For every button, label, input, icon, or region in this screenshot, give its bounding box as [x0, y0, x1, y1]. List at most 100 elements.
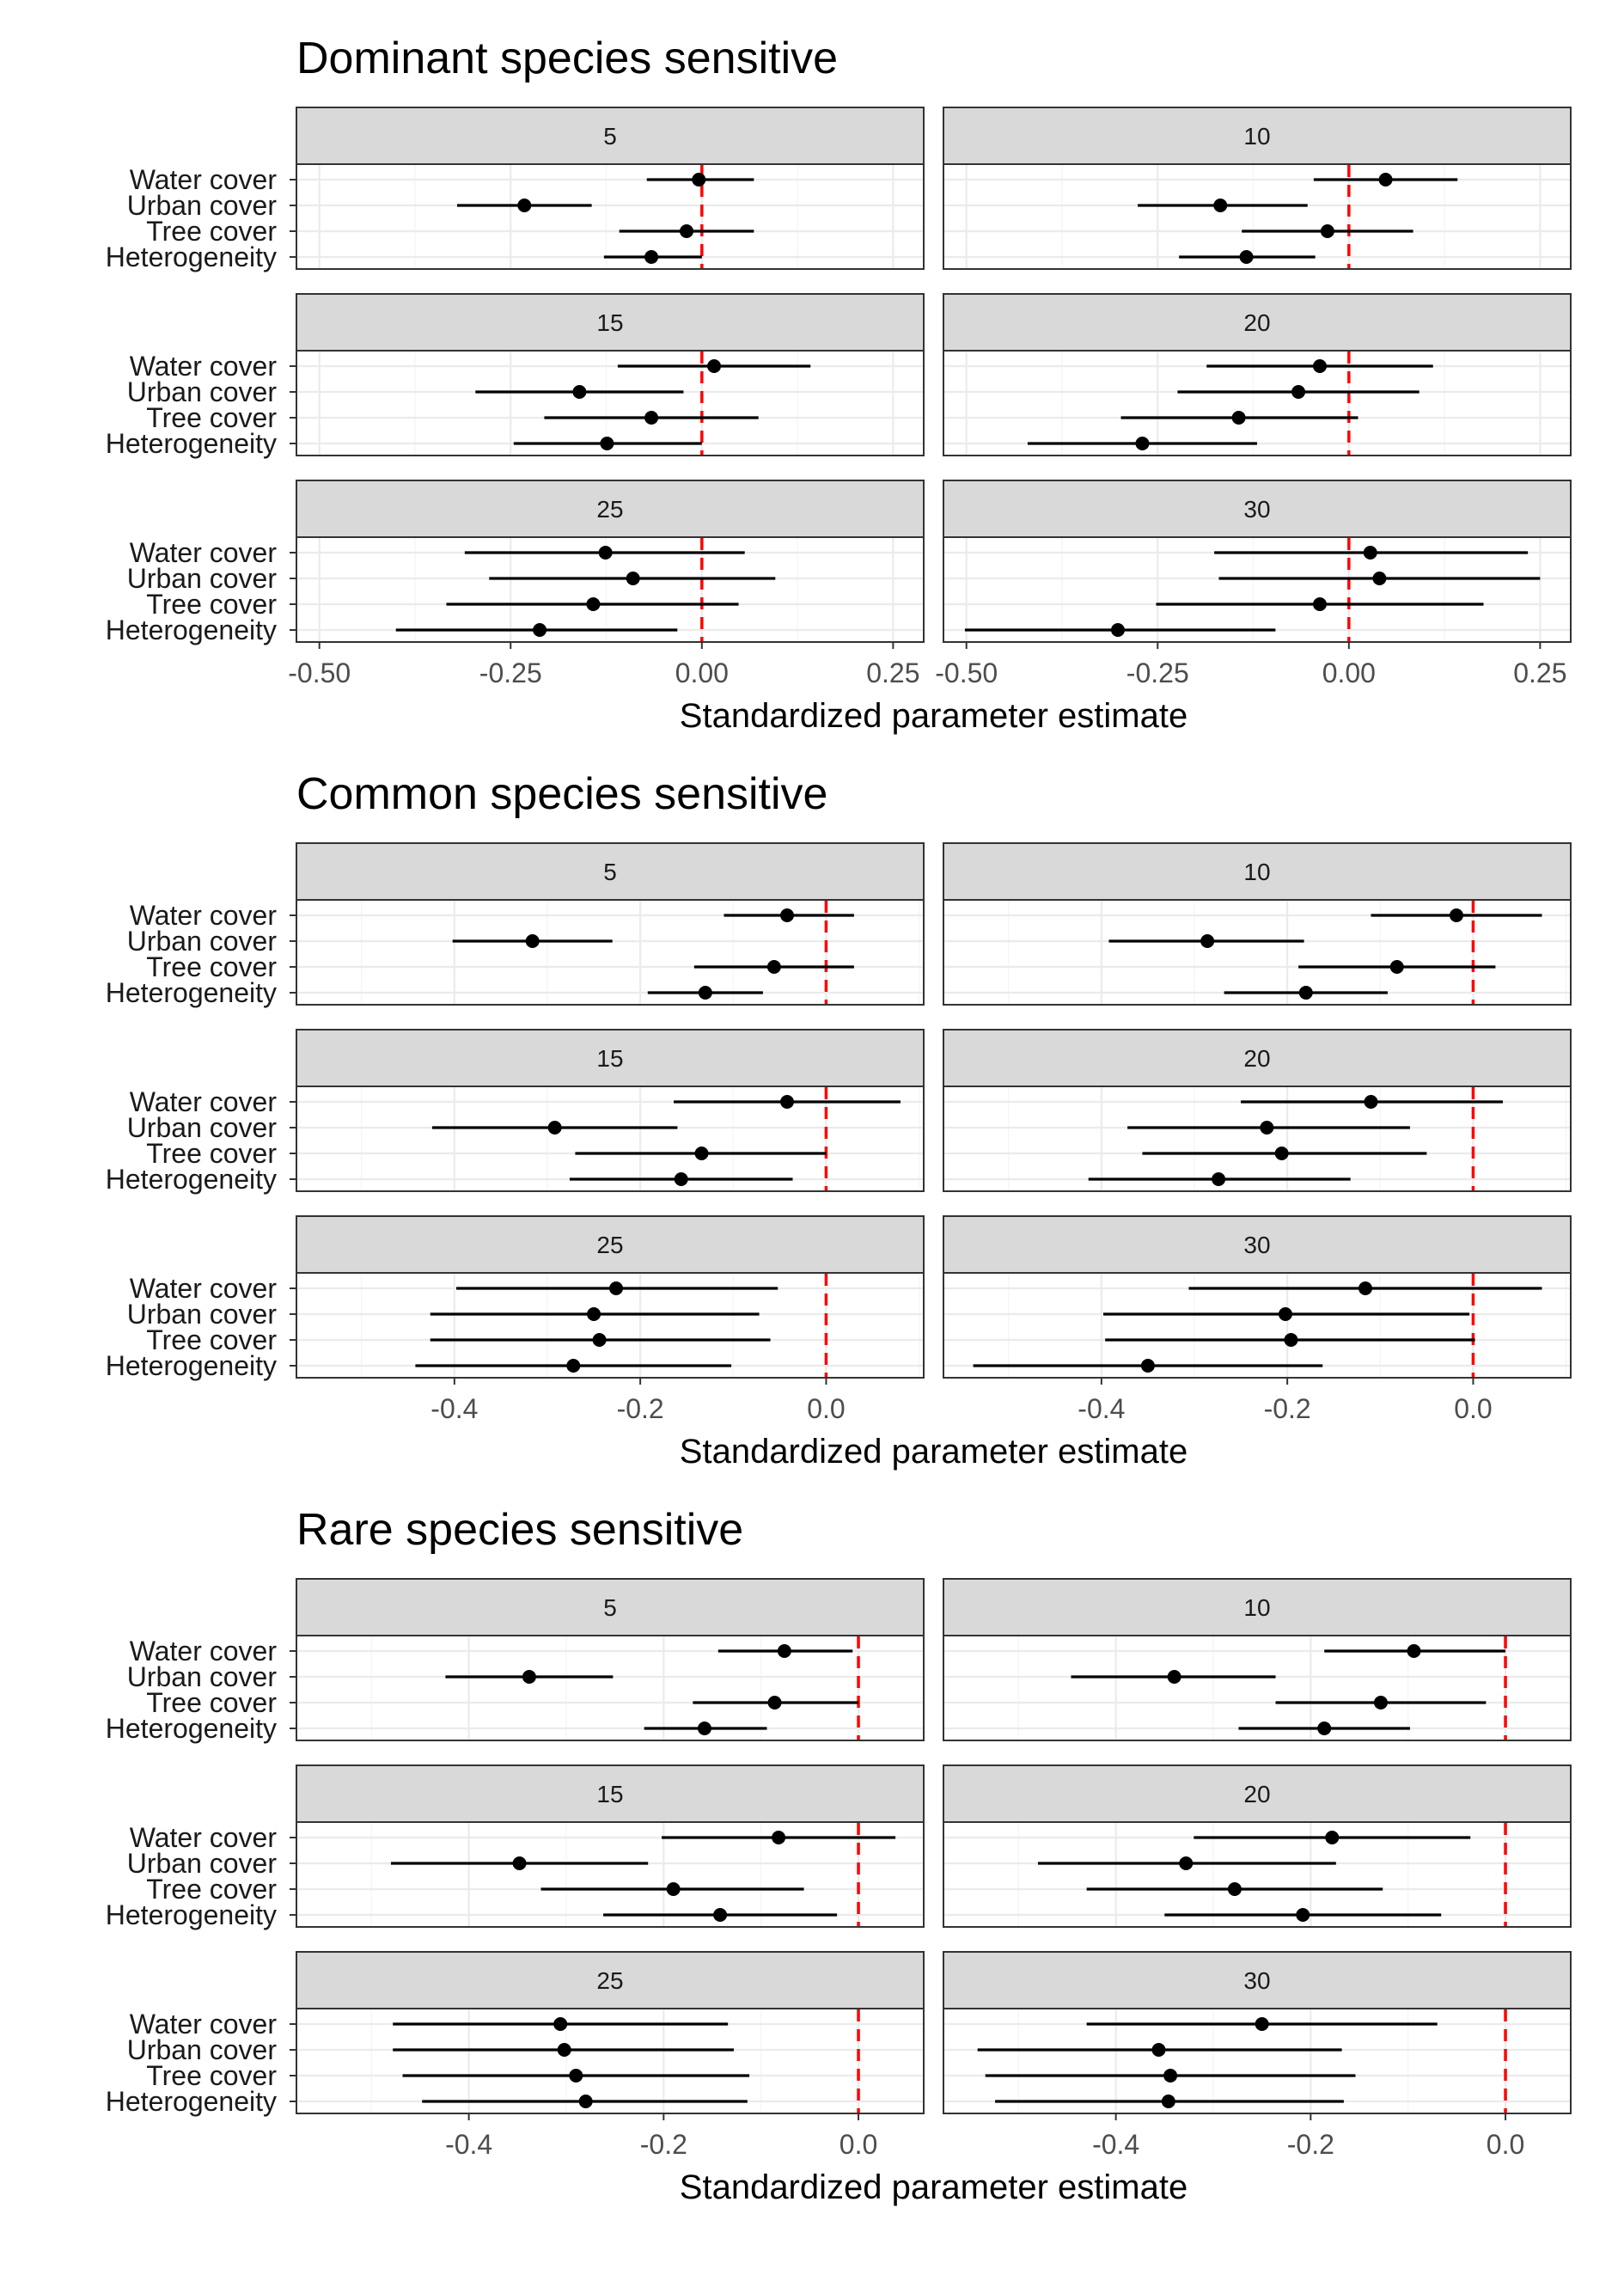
- estimate-point: [517, 199, 532, 212]
- facet-panel: 10: [943, 1578, 1572, 1741]
- estimate-point: [707, 359, 722, 373]
- estimate-point: [692, 173, 706, 187]
- x-tick-label: 0.0: [1454, 1393, 1492, 1424]
- category-label: Tree cover: [146, 1138, 277, 1169]
- estimate-point: [1378, 173, 1393, 187]
- x-tick-label: 0.0: [1487, 2129, 1524, 2160]
- category-label: Heterogeneity: [106, 1899, 277, 1930]
- category-label: Tree cover: [146, 589, 277, 620]
- panel-background: [296, 1821, 925, 1928]
- category-label: Heterogeneity: [106, 1713, 277, 1744]
- x-tick-label: -0.50: [935, 657, 998, 688]
- category-label: Water cover: [130, 1636, 278, 1667]
- x-tick-label: 0.00: [1322, 657, 1376, 688]
- category-label: Water cover: [130, 2009, 278, 2040]
- facet-panel: 20: [943, 1029, 1572, 1192]
- estimate-point: [1407, 1644, 1421, 1658]
- estimate-point: [1260, 1121, 1274, 1134]
- facet-label: 25: [596, 496, 623, 523]
- estimate-point: [1200, 934, 1215, 948]
- estimate-point: [566, 1359, 581, 1373]
- category-label: Heterogeneity: [106, 615, 277, 645]
- estimate-point: [713, 1908, 728, 1922]
- estimate-point: [1325, 1831, 1340, 1844]
- facet-strip: [296, 1215, 925, 1274]
- category-label: Tree cover: [146, 1324, 277, 1355]
- facet-strip: [943, 842, 1572, 901]
- estimate-point: [766, 960, 781, 974]
- x-tick-label: 0.0: [807, 1393, 845, 1424]
- estimate-point: [644, 411, 659, 425]
- estimate-point: [767, 1696, 782, 1709]
- estimate-point: [1213, 199, 1228, 212]
- panel-background: [943, 163, 1572, 270]
- category-label: Urban cover: [127, 1848, 278, 1879]
- facet-label: 15: [596, 309, 623, 336]
- x-tick-label: 0.25: [1513, 657, 1566, 688]
- estimate-point: [777, 1644, 791, 1658]
- facet-label: 25: [596, 1967, 623, 1994]
- panel-background: [943, 350, 1572, 456]
- category-label: Water cover: [130, 1086, 278, 1117]
- estimate-point: [512, 1856, 527, 1870]
- category-label: Tree cover: [146, 2060, 277, 2091]
- facet-strip: [296, 1029, 925, 1087]
- facet-label: 30: [1243, 1967, 1270, 1994]
- facet-strip: [943, 480, 1572, 538]
- estimate-point: [1163, 2069, 1178, 2082]
- estimate-point: [522, 1670, 536, 1684]
- estimate-point: [1389, 960, 1404, 974]
- estimate-point: [1372, 572, 1387, 585]
- estimate-point: [772, 1831, 786, 1844]
- facet-panel: 30 -0.50 -0.25 0.00 0.25: [935, 480, 1572, 688]
- estimate-point: [1364, 1095, 1378, 1109]
- facet-label: 10: [1243, 859, 1270, 885]
- facet-label: 15: [596, 1045, 623, 1072]
- category-label: Heterogeneity: [106, 1164, 277, 1195]
- estimate-point: [525, 934, 540, 948]
- x-tick-label: -0.2: [1287, 2129, 1334, 2160]
- estimate-point: [578, 2095, 593, 2108]
- category-label: Water cover: [130, 900, 278, 931]
- x-tick-label: -0.2: [640, 2129, 687, 2160]
- facet-panel: 30 -0.4 -0.2 0.0: [943, 1215, 1572, 1424]
- panel-background: [943, 1635, 1572, 1741]
- facet-panel: 20: [943, 293, 1572, 456]
- category-label: Water cover: [130, 164, 278, 195]
- category-label: Urban cover: [127, 563, 278, 594]
- facet-label: 5: [603, 859, 617, 885]
- estimate-point: [586, 597, 601, 611]
- estimate-point: [1110, 623, 1125, 637]
- estimate-point: [780, 1095, 795, 1109]
- category-label: Heterogeneity: [106, 2086, 277, 2117]
- estimate-point: [1151, 2043, 1166, 2057]
- estimate-point: [557, 2043, 571, 2057]
- category-label: Tree cover: [146, 216, 277, 247]
- x-axis-title: Standardized parameter estimate: [680, 1433, 1187, 1471]
- facet-label: 30: [1243, 1232, 1270, 1258]
- estimate-point: [1373, 1696, 1388, 1709]
- facet-label: 30: [1243, 496, 1270, 523]
- category-label: Tree cover: [146, 1687, 277, 1718]
- facet-label: 10: [1243, 1594, 1270, 1621]
- x-tick-label: -0.2: [617, 1393, 664, 1424]
- x-axis-title: Standardized parameter estimate: [680, 2168, 1187, 2206]
- estimate-point: [1320, 224, 1334, 238]
- estimate-point: [1161, 2095, 1175, 2108]
- estimate-point: [626, 572, 640, 585]
- facet-strip: [296, 1951, 925, 2009]
- facet-panel: 30 -0.4 -0.2 0.0: [943, 1951, 1572, 2160]
- facet-label: 10: [1243, 123, 1270, 150]
- estimate-point: [1274, 1147, 1289, 1160]
- x-tick-label: -0.4: [430, 1393, 478, 1424]
- x-tick-label: -0.4: [445, 2129, 492, 2160]
- panel-background: [296, 1086, 925, 1192]
- facet-strip: [943, 107, 1572, 165]
